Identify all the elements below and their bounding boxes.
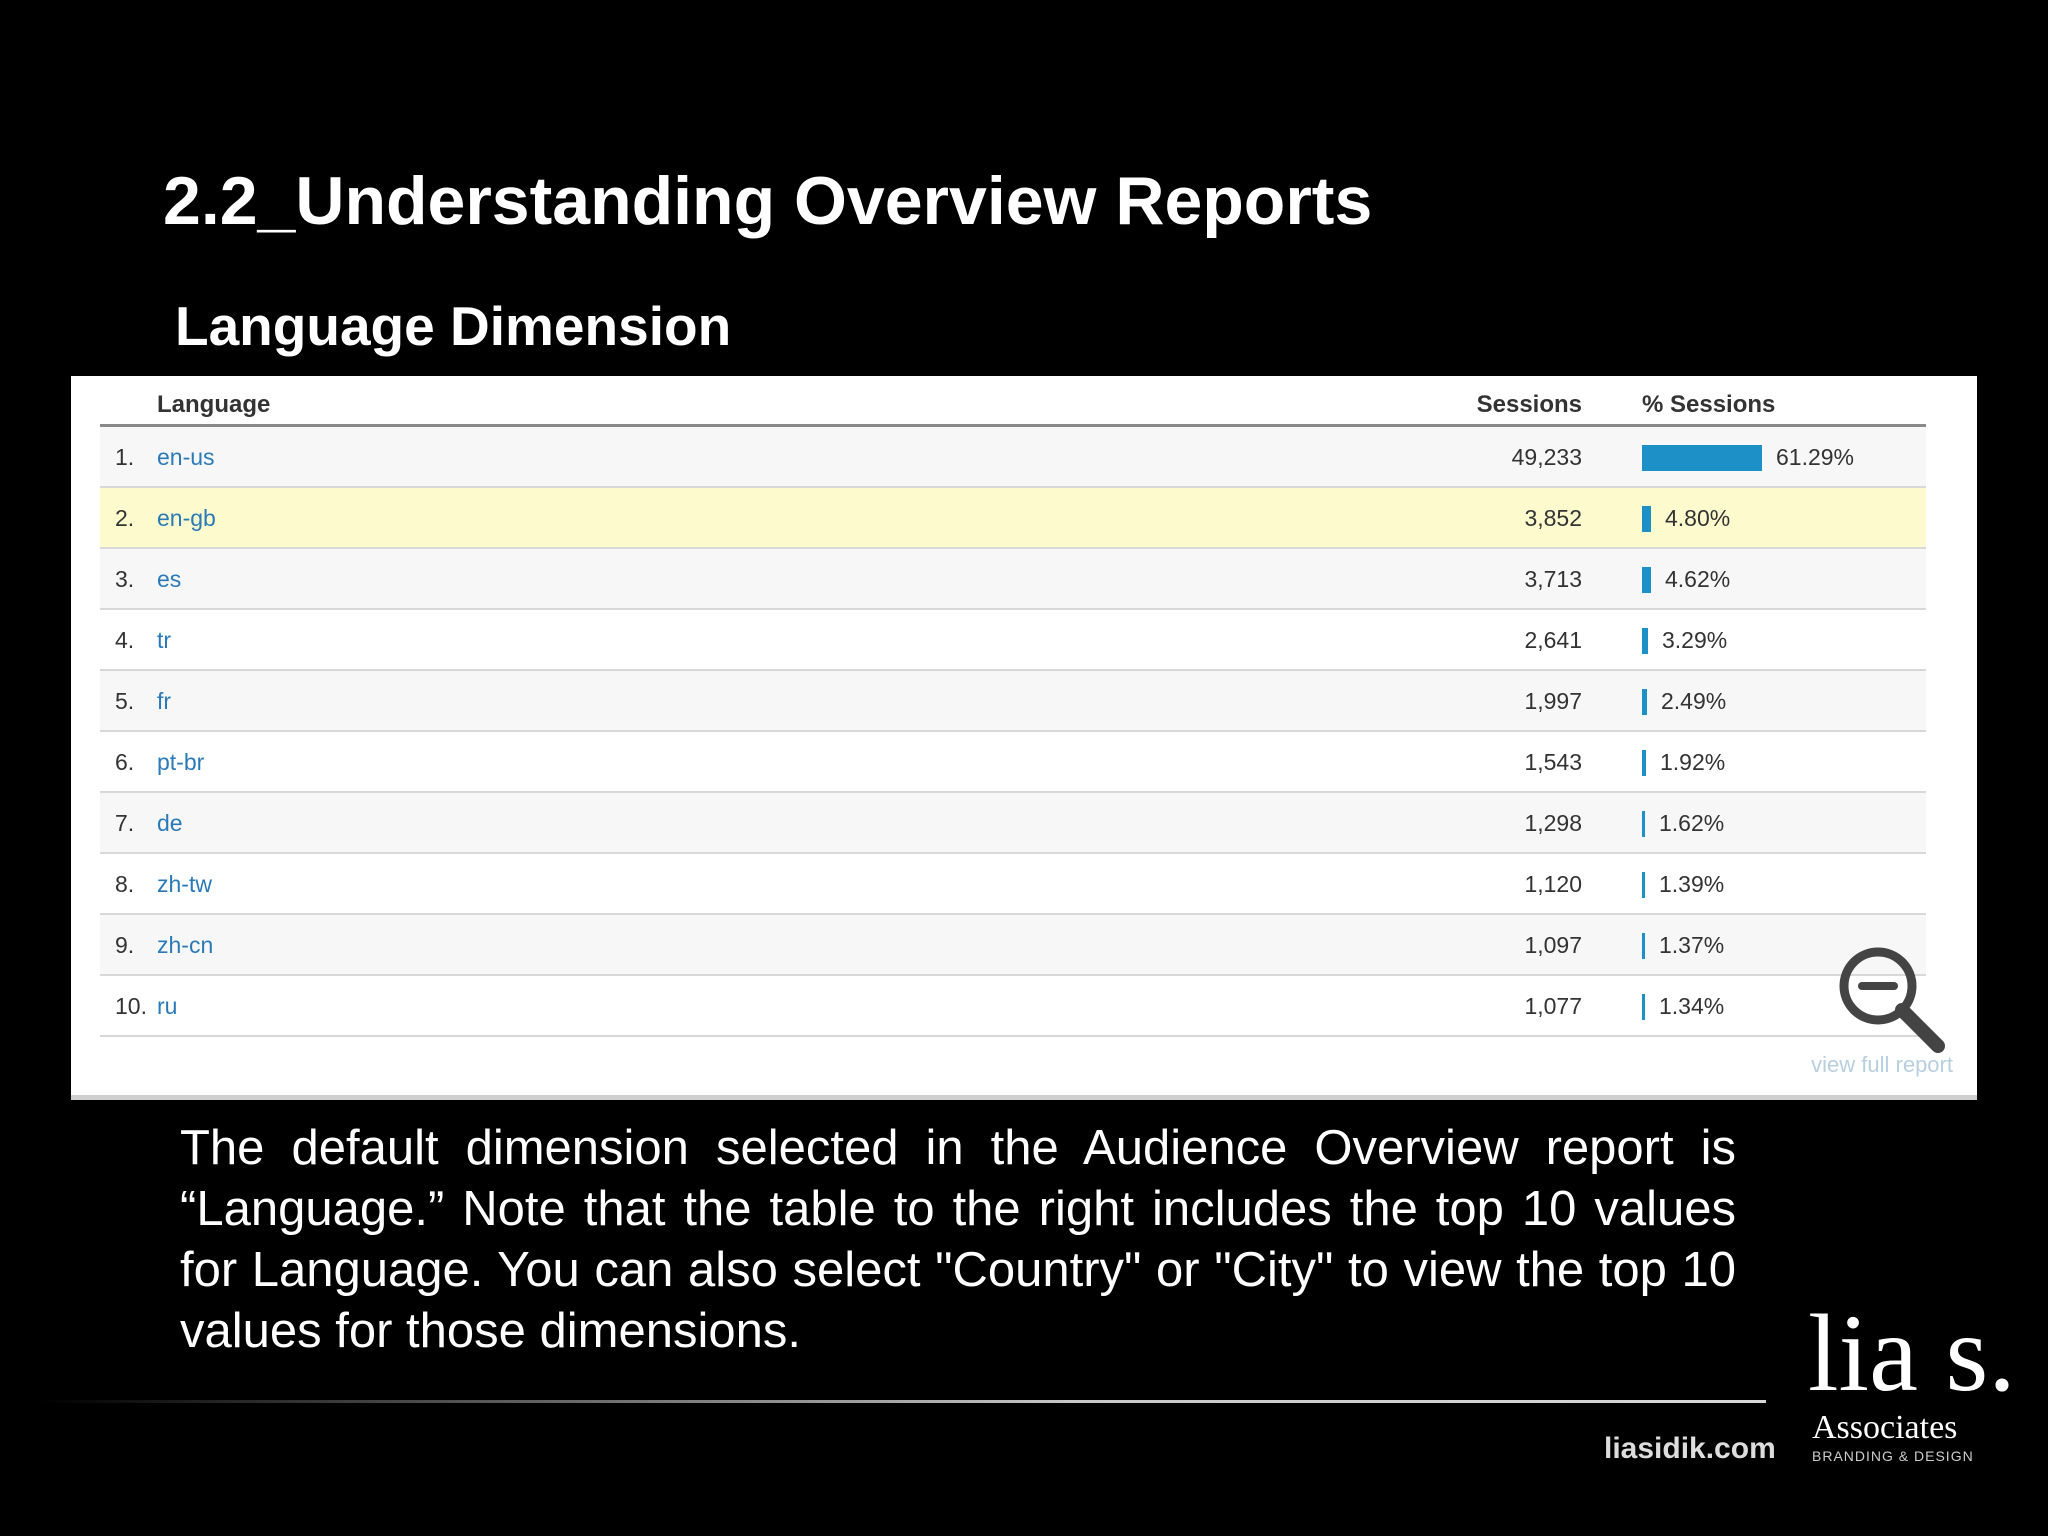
row-language-link[interactable]: en-us: [157, 444, 215, 470]
slide-subtitle: Language Dimension: [175, 295, 732, 357]
row-pct-sessions: 1.92%: [1660, 749, 1726, 775]
row-rank: 1.: [115, 444, 135, 470]
row-sessions-bar: [1642, 445, 1762, 471]
row-sessions: 1,097: [1524, 932, 1582, 958]
row-sessions: 1,298: [1524, 810, 1582, 836]
footer-divider: [40, 1400, 1766, 1403]
row-sessions: 1,543: [1524, 749, 1582, 775]
company-logo: lia s.: [1808, 1292, 2016, 1414]
row-sessions-bar: [1642, 628, 1648, 654]
table-row: 10. ru 1,077 1.34%: [100, 976, 1926, 1037]
table-row: 7. de 1,298 1.62%: [100, 793, 1926, 854]
row-pct-sessions: 61.29%: [1776, 444, 1855, 470]
row-sessions-bar: [1642, 811, 1645, 837]
row-sessions-bar: [1642, 994, 1645, 1020]
row-pct-sessions: 1.62%: [1659, 810, 1725, 836]
table-row: 3. es 3,713 4.62%: [100, 549, 1926, 610]
table-body: 1. en-us 49,233 61.29% 2. en-gb 3,852 4.80% 3. es…: [100, 427, 1926, 1037]
row-rank: 4.: [115, 627, 135, 653]
row-sessions: 49,233: [1511, 444, 1582, 470]
row-language-link[interactable]: tr: [157, 627, 172, 653]
row-sessions: 3,713: [1524, 566, 1582, 592]
row-rank: 10.: [115, 993, 147, 1019]
table-row: 4. tr 2,641 3.29%: [100, 610, 1926, 671]
company-logo-subtitle: Associates: [1812, 1409, 1958, 1446]
table-header: Language Sessions % Sessions: [100, 376, 1926, 427]
table-bottom-border: [71, 1095, 1977, 1100]
header-sessions[interactable]: Sessions: [1476, 391, 1582, 418]
row-pct-sessions: 4.62%: [1665, 566, 1731, 592]
company-logo-tagline: BRANDING & DESIGN: [1812, 1448, 1974, 1464]
row-sessions-bar: [1642, 567, 1651, 593]
row-pct-sessions: 3.29%: [1662, 627, 1728, 653]
header-language[interactable]: Language: [157, 391, 271, 418]
view-full-report-link[interactable]: view full report: [1811, 1052, 1953, 1077]
row-sessions-bar: [1642, 933, 1645, 959]
row-sessions-bar: [1642, 506, 1651, 532]
row-pct-sessions: 4.80%: [1665, 505, 1731, 531]
slide-body-text: The default dimension selected in the Au…: [180, 1121, 1736, 1358]
row-language-link[interactable]: ru: [157, 993, 178, 1019]
language-report-screenshot: Language Sessions % Sessions 1. en-us 49,2…: [71, 376, 1977, 1100]
row-sessions-bar: [1642, 872, 1645, 898]
row-sessions: 1,997: [1524, 688, 1582, 714]
table-row: 6. pt-br 1,543 1.92%: [100, 732, 1926, 793]
row-language-link[interactable]: de: [157, 810, 183, 836]
table-row: 8. zh-tw 1,120 1.39%: [100, 854, 1926, 915]
table-row: 2. en-gb 3,852 4.80%: [100, 488, 1926, 549]
row-pct-sessions: 1.34%: [1659, 993, 1725, 1019]
row-sessions-bar: [1642, 750, 1646, 776]
row-pct-sessions: 2.49%: [1661, 688, 1727, 714]
row-rank: 6.: [115, 749, 135, 775]
row-rank: 7.: [115, 810, 135, 836]
row-language-link[interactable]: en-gb: [157, 505, 216, 531]
table-row: 5. fr 1,997 2.49%: [100, 671, 1926, 732]
footer-url: liasidik.com: [1604, 1432, 1776, 1465]
row-rank: 3.: [115, 566, 135, 592]
table-row: 1. en-us 49,233 61.29%: [100, 427, 1926, 488]
row-language-link[interactable]: fr: [157, 688, 172, 714]
row-sessions: 1,077: [1524, 993, 1582, 1019]
header-pct-sessions[interactable]: % Sessions: [1642, 391, 1776, 418]
row-pct-sessions: 1.39%: [1659, 871, 1725, 897]
zoom-out-icon[interactable]: [1836, 944, 1948, 1056]
row-language-link[interactable]: zh-cn: [157, 932, 214, 958]
row-language-link[interactable]: zh-tw: [157, 871, 212, 897]
row-rank: 5.: [115, 688, 135, 714]
row-rank: 9.: [115, 932, 135, 958]
row-language-link[interactable]: pt-br: [157, 749, 205, 775]
row-sessions: 2,641: [1524, 627, 1582, 653]
row-rank: 8.: [115, 871, 135, 897]
row-sessions: 1,120: [1524, 871, 1582, 897]
row-sessions: 3,852: [1524, 505, 1582, 531]
row-sessions-bar: [1642, 689, 1647, 715]
slide-title: 2.2_Understanding Overview Reports: [163, 163, 1373, 239]
language-table: Language Sessions % Sessions 1. en-us 49,2…: [100, 376, 1926, 1037]
row-rank: 2.: [115, 505, 135, 531]
row-language-link[interactable]: es: [157, 566, 182, 592]
table-row: 9. zh-cn 1,097 1.37%: [100, 915, 1926, 976]
row-pct-sessions: 1.37%: [1659, 932, 1725, 958]
